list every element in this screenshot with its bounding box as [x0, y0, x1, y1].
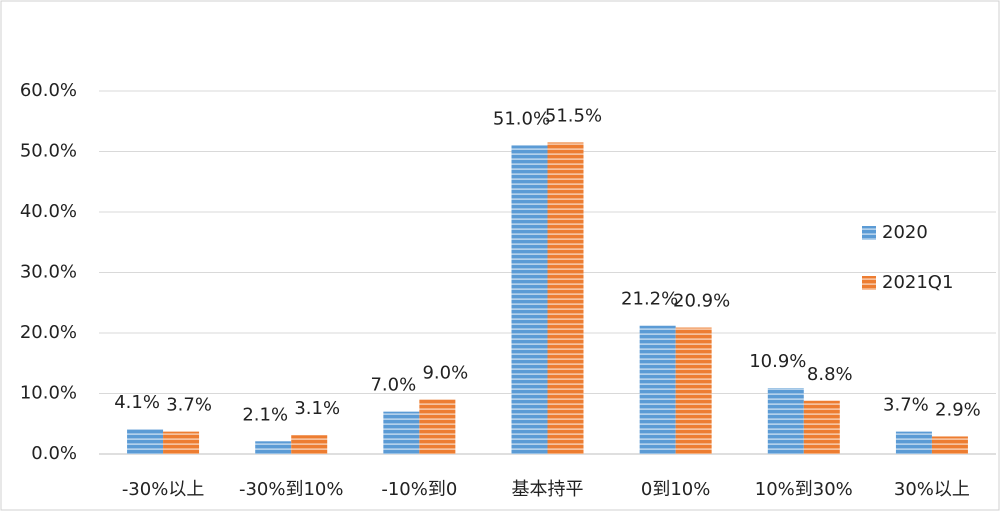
y-tick-label: 20.0% [20, 322, 77, 343]
bar [419, 399, 456, 454]
value-label: 9.0% [422, 363, 468, 384]
bar [931, 436, 968, 454]
x-tick-label: -30%到10% [239, 479, 344, 500]
y-tick-label: 50.0% [20, 141, 77, 162]
value-label: 20.9% [673, 291, 730, 312]
x-tick-label: -10%到0 [381, 479, 457, 500]
value-label: 3.7% [883, 395, 929, 416]
y-tick-label: 40.0% [20, 201, 77, 222]
y-tick-label: 10.0% [20, 383, 77, 404]
value-label: 51.5% [545, 105, 602, 126]
bar [127, 429, 164, 454]
bar [767, 388, 804, 454]
y-tick-label: 0.0% [31, 443, 77, 464]
value-label: 3.7% [166, 395, 212, 416]
x-tick-label: 10%到30% [755, 479, 853, 500]
bar [163, 431, 200, 454]
bar [895, 431, 932, 454]
y-tick-label: 60.0% [20, 80, 77, 101]
y-tick-label: 30.0% [20, 262, 77, 283]
bar [547, 142, 584, 455]
bar [639, 325, 676, 454]
legend-label: 2021Q1 [882, 272, 953, 293]
bar [803, 400, 840, 454]
legend-swatch [862, 276, 876, 290]
value-label: 3.1% [294, 398, 340, 419]
value-label: 7.0% [370, 375, 416, 396]
bar [255, 441, 292, 454]
bar [675, 327, 712, 454]
bar [383, 411, 420, 454]
legend-label: 2020 [882, 222, 928, 243]
value-label: 10.9% [749, 351, 806, 372]
value-label: 51.0% [493, 108, 550, 129]
bar [291, 435, 328, 454]
x-tick-label: 基本持平 [512, 479, 584, 500]
value-label: 21.2% [621, 289, 678, 310]
value-label: 2.1% [242, 404, 288, 425]
value-label: 2.9% [935, 399, 981, 420]
value-label: 4.1% [114, 392, 160, 413]
legend-swatch [862, 226, 876, 240]
x-tick-label: 0到10% [641, 479, 710, 500]
x-tick-label: 30%以上 [894, 479, 970, 500]
x-tick-label: -30%以上 [122, 479, 205, 500]
value-label: 8.8% [807, 364, 853, 385]
bar [511, 145, 548, 454]
